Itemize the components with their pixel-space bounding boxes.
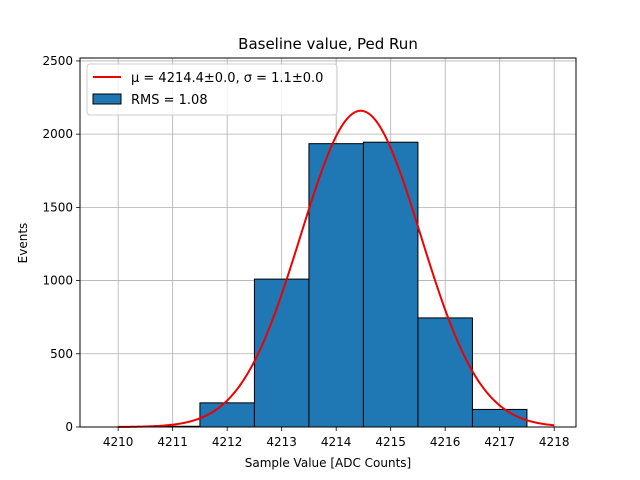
y-tick-label: 2500 (42, 54, 73, 68)
x-tick-label: 4216 (430, 435, 461, 449)
legend-hist-swatch (92, 93, 122, 105)
x-tick-label: 4211 (157, 435, 188, 449)
y-axis-ticks: 0 500 1000 1500 2000 2500 (42, 54, 80, 434)
x-tick-label: 4214 (321, 435, 352, 449)
x-tick-label: 4215 (375, 435, 406, 449)
histogram-bar (362, 141, 419, 428)
x-tick-label: 4212 (212, 435, 243, 449)
legend: μ = 4214.4±0.0, σ = 1.1±0.0 RMS = 1.08 (86, 63, 338, 116)
x-axis-ticks: 4210 4211 4212 4213 4214 4215 4216 4217 4218 (103, 427, 570, 449)
axes-frame (79, 57, 577, 428)
histogram-bar (308, 143, 364, 428)
y-tick-label: 1500 (42, 200, 73, 214)
histogram-bars (144, 141, 528, 428)
y-tick-label: 500 (50, 347, 73, 361)
x-tick-label: 4217 (484, 435, 515, 449)
gaussian-fit-curve (118, 109, 555, 428)
x-tick-label: 4210 (103, 435, 134, 449)
y-tick-label: 0 (65, 420, 73, 434)
histogram-bar (253, 278, 310, 428)
legend-fit-label: μ = 4214.4±0.0, σ = 1.1±0.0 (131, 71, 323, 86)
x-axis-label: Sample Value [ADC Counts] (245, 456, 411, 470)
y-tick-label: 1000 (42, 274, 73, 288)
legend-box (86, 63, 338, 116)
legend-hist-label: RMS = 1.08 (131, 93, 208, 108)
x-tick-label: 4218 (539, 435, 570, 449)
x-tick-label: 4213 (266, 435, 297, 449)
y-tick-label: 2000 (42, 127, 73, 141)
chart-title: Baseline value, Ped Run (238, 35, 418, 53)
histogram-bar (417, 317, 473, 428)
y-axis-label: Events (16, 223, 30, 264)
